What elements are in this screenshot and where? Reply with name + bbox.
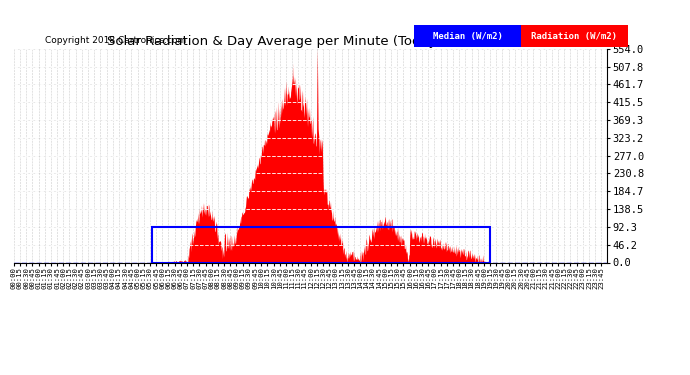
Title: Solar Radiation & Day Average per Minute (Today) 20180418: Solar Radiation & Day Average per Minute… (108, 34, 513, 48)
Text: Median (W/m2): Median (W/m2) (433, 32, 502, 40)
Text: Copyright 2018 Cartronics.com: Copyright 2018 Cartronics.com (45, 36, 186, 45)
Bar (152, 227, 491, 262)
Text: Radiation (W/m2): Radiation (W/m2) (531, 32, 618, 40)
